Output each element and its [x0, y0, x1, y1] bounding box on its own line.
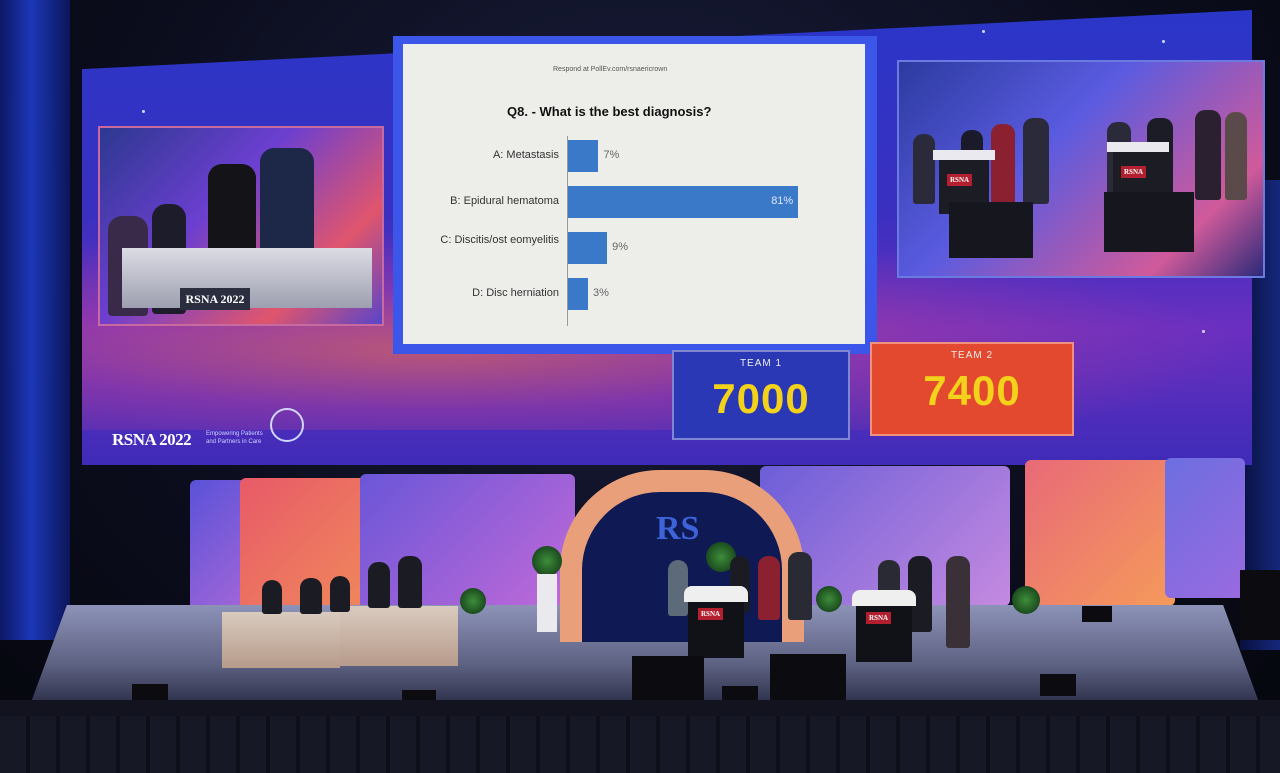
podium-top	[684, 586, 748, 602]
presenter-figure	[368, 562, 390, 608]
plant-decoration	[532, 546, 562, 576]
host-figure	[262, 580, 282, 614]
rsna-logo: RSNA 2022	[112, 430, 192, 449]
plant-decoration	[460, 588, 486, 614]
podium-badge: RSNA	[1121, 166, 1147, 178]
team-1-score-box: TEAM 1 7000	[672, 350, 850, 440]
arch-logo: RS	[656, 510, 700, 547]
stage-monitor	[1104, 192, 1194, 252]
poll-option-label: C: Discitis/ost eomyelitis	[440, 234, 559, 246]
poll-percent: 9%	[612, 241, 629, 253]
stage-speaker	[1082, 606, 1112, 622]
poll-percent: 81%	[771, 195, 794, 207]
podium-top	[933, 150, 995, 160]
team-2-score-box: TEAM 2 7400	[870, 342, 1074, 436]
poll-bar	[568, 278, 588, 310]
plant-decoration	[816, 586, 842, 612]
podium-badge: RSNA	[866, 612, 892, 624]
curtain-left	[0, 0, 70, 640]
poll-option-label: D: Disc herniation	[472, 287, 559, 299]
podium: RSNA	[933, 150, 995, 214]
star-decoration	[982, 30, 985, 33]
stage-edge	[0, 700, 1280, 718]
poll-percent: 7%	[603, 149, 620, 161]
team-2-label: TEAM 2	[950, 350, 994, 361]
poll-panel: Respond at PollEv.com/rsnaericrown Q8. -…	[403, 44, 865, 344]
tagline: Empowering Patients and Partners in Care	[206, 431, 263, 445]
poll-axis	[567, 136, 568, 326]
star-decoration	[1162, 40, 1165, 43]
podium-top	[852, 590, 916, 606]
poll-bar	[568, 186, 799, 218]
stage-speaker	[1040, 674, 1076, 696]
poll-respond-url: Respond at PollEv.com/rsnaericrown	[553, 66, 668, 73]
contestant-figure	[991, 124, 1015, 204]
stage-speaker	[770, 654, 846, 702]
poll-percent: 3%	[593, 287, 609, 299]
contestant-figure	[788, 552, 812, 620]
poll-option-label: B: Epidural hematoma	[450, 195, 559, 207]
plant-decoration	[1012, 586, 1040, 614]
podium-badge: RSNA	[698, 608, 724, 620]
star-decoration	[142, 110, 145, 113]
audience-seats	[0, 716, 1280, 773]
podium-top	[1107, 142, 1169, 152]
host-desk	[340, 606, 458, 666]
camera-feed-right: RSNA RSNA	[897, 60, 1265, 278]
team-1-label: TEAM 1	[739, 358, 783, 369]
contestant-figure	[758, 556, 780, 620]
team-2-score: 7400	[923, 367, 1021, 414]
star-decoration	[1202, 330, 1205, 333]
contestant-figure	[1195, 110, 1221, 200]
contestant-podium: RSNA	[684, 586, 748, 658]
contestant-figure	[913, 134, 935, 204]
stage-monitor	[949, 202, 1033, 258]
stage-speaker	[1240, 570, 1280, 640]
host-figure	[330, 576, 350, 612]
poll-question: Q8. - What is the best diagnosis?	[507, 104, 712, 119]
contestant-figure	[946, 556, 970, 648]
globe-icon	[270, 408, 304, 442]
stage-panel	[1165, 458, 1245, 598]
stage-panel	[1025, 460, 1175, 606]
contestant-figure	[1023, 118, 1049, 204]
stage-speaker	[132, 684, 168, 704]
host-figure	[300, 578, 322, 614]
planter	[537, 574, 557, 632]
team-1-score: 7000	[712, 375, 810, 422]
contestant-figure	[1225, 112, 1247, 200]
poll-option-label: A: Metastasis	[492, 149, 559, 161]
poll-bar	[568, 232, 608, 264]
stage-speaker	[632, 656, 704, 702]
poll-bar	[568, 140, 599, 172]
podium-logo: RSNA 2022	[180, 288, 250, 310]
presenter-figure	[398, 556, 422, 608]
camera-feed-left: RSNA 2022	[98, 126, 384, 326]
contestant-figure	[668, 560, 688, 616]
contestant-podium: RSNA	[852, 590, 916, 662]
podium-badge: RSNA	[947, 174, 973, 186]
host-desk	[222, 612, 340, 668]
